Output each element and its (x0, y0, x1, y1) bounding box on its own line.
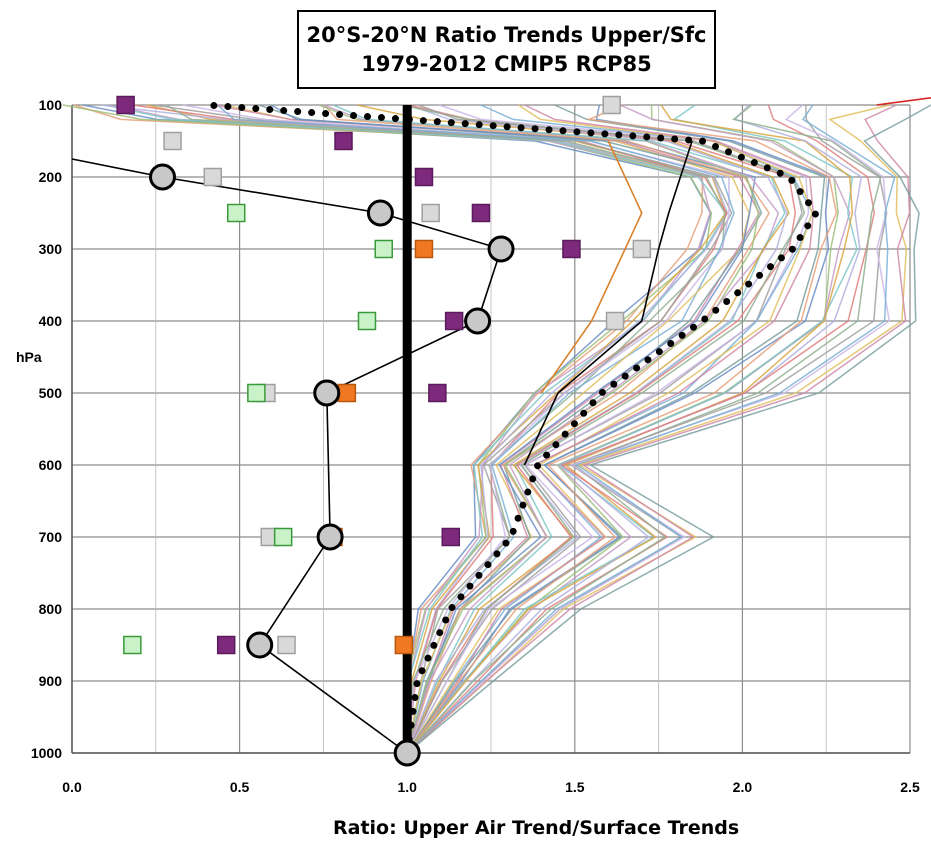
chart-title-line-2: 1979-2012 CMIP5 RCP85 (361, 51, 652, 76)
square-marker (421, 203, 440, 223)
square-marker (605, 311, 625, 331)
model-line (406, 104, 891, 754)
square-marker (334, 131, 353, 151)
model-line (406, 104, 797, 754)
y-tick-label: 600 (39, 457, 63, 473)
chart-title-line-1: 20°S-20°N Ratio Trends Upper/Sfc (306, 22, 707, 47)
y-tick-label: 900 (39, 673, 63, 689)
model-line (406, 104, 911, 754)
y-tick-label: 500 (39, 385, 63, 401)
x-tick-label: 1.0 (397, 779, 417, 795)
circle-marker (366, 199, 394, 227)
model-line (406, 104, 830, 754)
square-marker (414, 239, 434, 259)
x-tick-label: 0.0 (62, 779, 82, 795)
y-tick-label: 200 (39, 169, 63, 185)
y-axis-label: hPa (16, 349, 42, 365)
model-line (406, 104, 788, 754)
model-line (165, 104, 726, 754)
square-marker (123, 635, 142, 655)
square-marker (374, 239, 393, 259)
circle-marker (316, 523, 344, 551)
square-marker (441, 527, 461, 547)
model-mean-line (202, 101, 821, 757)
x-axis-label: Ratio: Upper Air Trend/Surface Trends (333, 817, 740, 839)
model-line (406, 104, 931, 754)
y-tick-label: 800 (39, 601, 63, 617)
chart-title-box: 20°S-20°N Ratio Trends Upper/Sfc 1979-20… (297, 10, 716, 89)
square-marker (428, 383, 447, 403)
model-line (406, 104, 838, 754)
square-marker (273, 527, 293, 547)
x-tick-label: 0.5 (230, 779, 250, 795)
model-lines (62, 97, 931, 754)
y-tick-label: 700 (39, 529, 63, 545)
model-line (406, 104, 863, 754)
y-tick-label: 100 (39, 97, 63, 113)
tick-labels: 0.0 0.5 1.0 1.5 2.0 2.5 100 200 300 400 500 600 700 8… (31, 97, 920, 795)
square-marker (632, 239, 652, 259)
square-marker (444, 311, 464, 331)
y-tick-label: 400 (39, 313, 63, 329)
model-line (323, 104, 780, 754)
square-marker (414, 167, 434, 187)
circle-marker (487, 235, 515, 263)
y-tick-label: 1000 (31, 745, 62, 761)
y-tick-label: 300 (39, 241, 63, 257)
square-marker (602, 95, 621, 115)
model-mean-dots (202, 101, 821, 757)
highlight-model-line (540, 140, 643, 394)
square-marker (394, 635, 414, 655)
square-marker (471, 203, 491, 223)
square-marker (203, 167, 223, 187)
square-marker (247, 383, 266, 403)
x-tick-label: 1.5 (565, 779, 585, 795)
square-marker (337, 383, 357, 403)
x-tick-label: 2.0 (733, 779, 753, 795)
square-marker (226, 203, 246, 223)
square-marker (116, 95, 135, 115)
model-line (332, 104, 786, 754)
highlight-model-line (523, 140, 693, 466)
model-line (406, 104, 896, 754)
model-line (406, 104, 815, 754)
square-marker (277, 635, 296, 655)
model-line (406, 104, 876, 754)
circle-marker (149, 163, 177, 191)
circle-marker (313, 379, 341, 407)
circle-marker (246, 631, 274, 659)
model-line (406, 104, 882, 754)
model-line (406, 104, 908, 754)
square-marker (357, 311, 377, 331)
observation-series (71, 95, 652, 767)
square-marker (163, 131, 182, 151)
square-marker (562, 239, 581, 259)
circle-marker (393, 739, 421, 767)
model-line (406, 104, 858, 754)
highlight-model-line (876, 97, 931, 106)
square-marker (216, 635, 236, 655)
circle-marker (464, 307, 492, 335)
x-tick-label: 2.5 (900, 779, 920, 795)
